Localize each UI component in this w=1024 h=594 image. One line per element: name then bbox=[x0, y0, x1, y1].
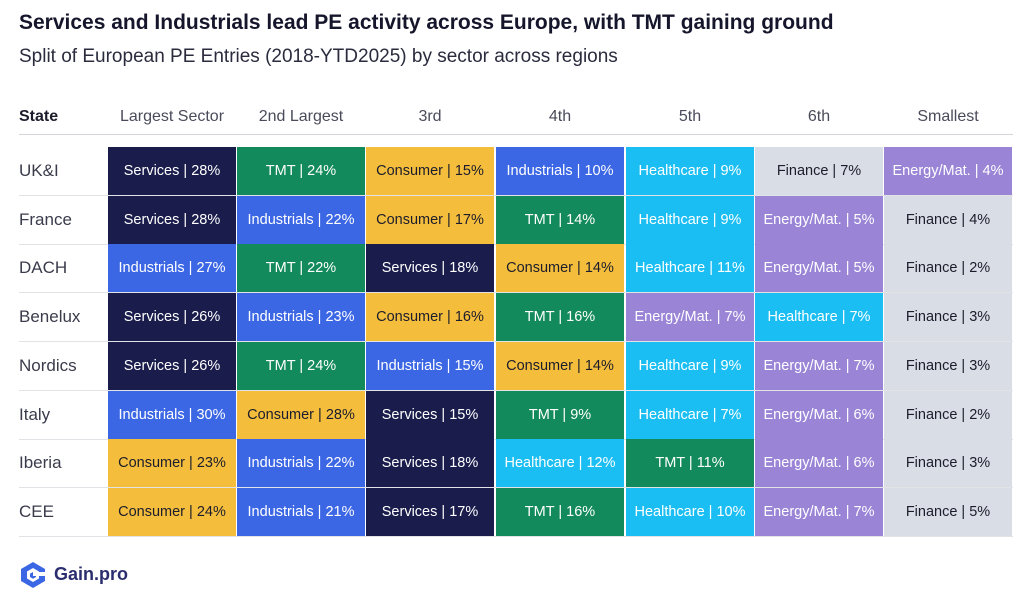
sector-cell: Energy/Mat. | 6% bbox=[755, 439, 883, 488]
sector-cell: Industrials | 22% bbox=[237, 195, 365, 244]
row-label: Nordics bbox=[19, 355, 77, 375]
row-label: Italy bbox=[19, 404, 51, 424]
row-label: DACH bbox=[19, 258, 68, 278]
row-label: CEE bbox=[19, 501, 54, 521]
sector-cell: Industrials | 22% bbox=[237, 439, 365, 488]
sector-cell: Services | 18% bbox=[366, 439, 494, 488]
sector-cell: Services | 28% bbox=[108, 147, 236, 195]
sector-cell: Finance | 3% bbox=[884, 439, 1012, 488]
sector-cell: Consumer | 28% bbox=[237, 390, 365, 439]
column-header-rank-1: Largest Sector bbox=[119, 108, 225, 125]
column-header-rank-5: 5th bbox=[678, 108, 702, 125]
sector-cell: Services | 18% bbox=[366, 244, 494, 293]
row-divider bbox=[19, 341, 1013, 343]
column-header-rank-6: 6th bbox=[807, 108, 831, 125]
row-divider bbox=[19, 389, 1013, 391]
sector-cell: Healthcare | 9% bbox=[626, 341, 754, 390]
sector-cell: Industrials | 27% bbox=[108, 244, 236, 293]
sector-cell: Healthcare | 9% bbox=[626, 147, 754, 195]
sector-cell: Finance | 3% bbox=[884, 293, 1012, 342]
sector-cell: Finance | 2% bbox=[884, 390, 1012, 439]
sector-cell: Consumer | 24% bbox=[108, 487, 236, 536]
sector-cell: TMT | 16% bbox=[496, 487, 624, 536]
sector-cell: Consumer | 14% bbox=[496, 341, 624, 390]
chart-subtitle: Split of European PE Entries (2018-YTD20… bbox=[19, 46, 618, 67]
brand-name: Gain.pro bbox=[54, 564, 129, 584]
sector-cell: Energy/Mat. | 4% bbox=[884, 147, 1012, 195]
sector-cell: Energy/Mat. | 7% bbox=[755, 487, 883, 536]
sector-cell: Energy/Mat. | 7% bbox=[755, 341, 883, 390]
sector-cell: Energy/Mat. | 5% bbox=[755, 195, 883, 244]
sector-cell: Consumer | 14% bbox=[496, 244, 624, 293]
sector-cell: Services | 28% bbox=[108, 195, 236, 244]
sector-cell: TMT | 24% bbox=[237, 341, 365, 390]
row-divider bbox=[19, 195, 1013, 196]
column-header-state: State bbox=[19, 108, 59, 125]
sector-cell: Services | 15% bbox=[366, 390, 494, 439]
row-label: France bbox=[19, 209, 72, 229]
row-divider bbox=[19, 487, 1013, 489]
gain-pro-logo-icon bbox=[21, 562, 46, 588]
sector-cell: Consumer | 15% bbox=[366, 147, 494, 195]
row-divider bbox=[19, 438, 1013, 440]
sector-cell: Industrials | 21% bbox=[237, 487, 365, 536]
sector-cell: Finance | 2% bbox=[884, 244, 1012, 293]
sector-cell: TMT | 9% bbox=[496, 390, 624, 439]
sector-cell: Finance | 7% bbox=[755, 147, 883, 195]
sector-cell: Healthcare | 11% bbox=[626, 244, 754, 293]
sector-cell: Energy/Mat. | 7% bbox=[626, 293, 754, 342]
sector-cell: Finance | 3% bbox=[884, 341, 1012, 390]
sector-cell: Services | 26% bbox=[108, 293, 236, 342]
row-label: Benelux bbox=[19, 307, 81, 327]
row-divider bbox=[19, 535, 1013, 537]
sector-cell: TMT | 14% bbox=[496, 195, 624, 244]
column-header-rank-3: 3rd bbox=[418, 108, 442, 125]
sector-cell: Healthcare | 9% bbox=[626, 195, 754, 244]
row-divider bbox=[19, 292, 1013, 294]
sector-cell: Industrials | 10% bbox=[496, 147, 624, 195]
row-label: UK&I bbox=[19, 161, 59, 180]
sector-cell: Industrials | 23% bbox=[237, 293, 365, 342]
sector-cell: Healthcare | 7% bbox=[755, 293, 883, 342]
header-divider bbox=[19, 134, 1013, 135]
sector-cell: Healthcare | 12% bbox=[496, 439, 624, 488]
sector-cell: TMT | 22% bbox=[237, 244, 365, 293]
sector-cell: Consumer | 17% bbox=[366, 195, 494, 244]
sector-cell: Finance | 5% bbox=[884, 487, 1012, 536]
sector-cell: Services | 17% bbox=[366, 487, 494, 536]
sector-cell: Finance | 4% bbox=[884, 195, 1012, 244]
sector-cell: Services | 26% bbox=[108, 341, 236, 390]
sector-cell: Healthcare | 10% bbox=[626, 487, 754, 536]
sector-cell: Healthcare | 7% bbox=[626, 390, 754, 439]
column-header-rank-4: 4th bbox=[548, 108, 572, 125]
column-header-rank-7: Smallest bbox=[917, 108, 979, 125]
sector-cell: Industrials | 30% bbox=[108, 390, 236, 439]
sector-cell: TMT | 16% bbox=[496, 293, 624, 342]
column-header-rank-2: 2nd Largest bbox=[258, 108, 344, 125]
sector-cell: Industrials | 15% bbox=[366, 341, 494, 390]
sector-cell: Energy/Mat. | 5% bbox=[755, 244, 883, 293]
sector-cell: TMT | 24% bbox=[237, 147, 365, 195]
sector-cell: Consumer | 23% bbox=[108, 439, 236, 488]
row-label: Iberia bbox=[19, 453, 62, 473]
sector-cell: Consumer | 16% bbox=[366, 293, 494, 342]
row-divider bbox=[19, 243, 1013, 245]
chart-title: Services and Industrials lead PE activit… bbox=[19, 11, 834, 34]
sector-cell: Energy/Mat. | 6% bbox=[755, 390, 883, 439]
sector-cell: TMT | 11% bbox=[626, 439, 754, 488]
